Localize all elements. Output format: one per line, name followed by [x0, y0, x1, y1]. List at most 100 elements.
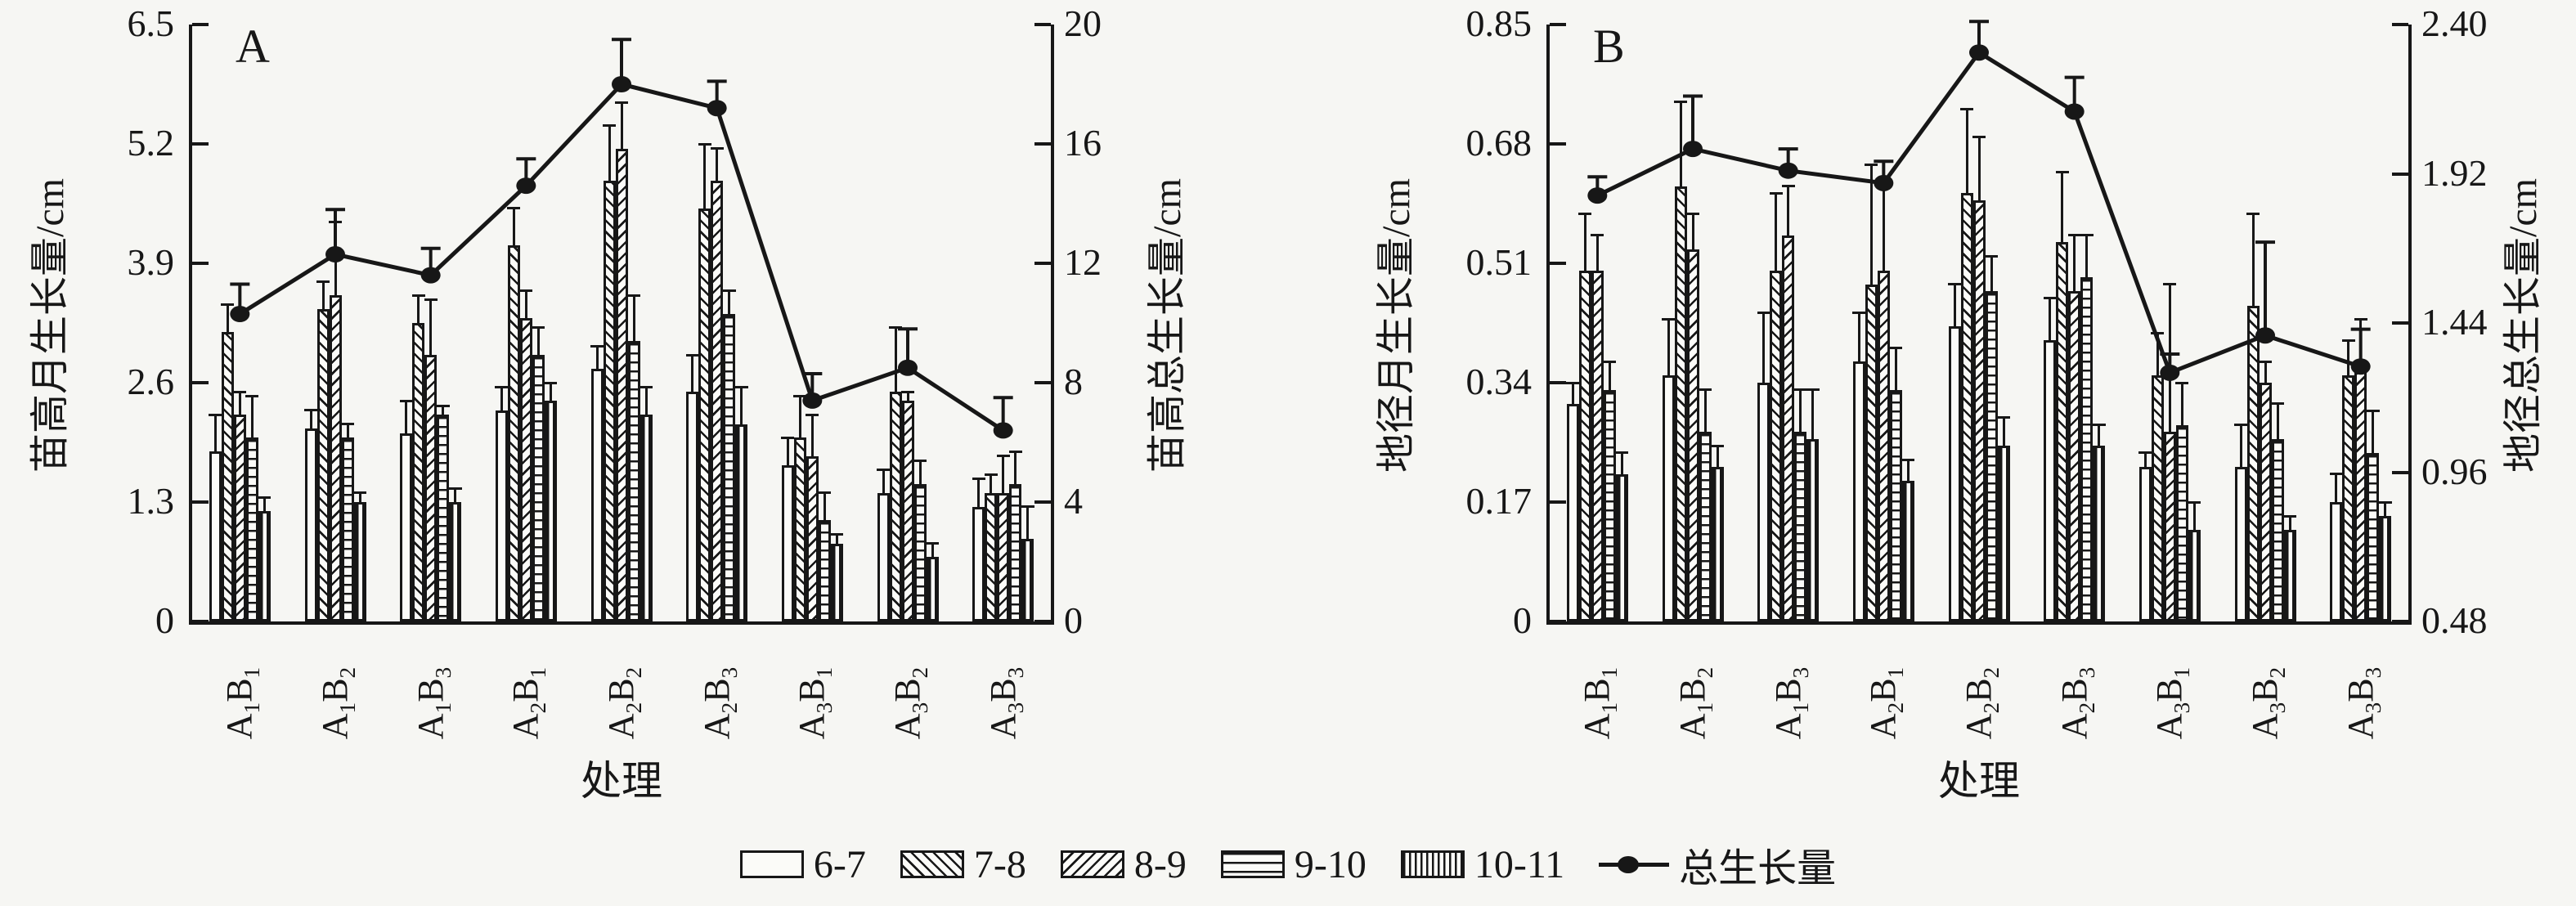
error-bar-stem [2264, 361, 2267, 383]
panel-A-left-tick [192, 620, 209, 623]
error-bar-stem [1990, 256, 1993, 292]
error-bar-stem [2335, 473, 2338, 502]
panel-A-right-tick-label: 4 [1064, 480, 1083, 522]
panel-B-left-tick-label: 0.34 [1465, 361, 1533, 402]
error-bar-cap [1603, 360, 1617, 363]
error-bar-cap [627, 294, 640, 297]
error-bar-cap [544, 381, 558, 384]
legend-item-10-11: 10-11 [1400, 842, 1564, 887]
legend-label: 8-9 [1133, 842, 1187, 886]
error-bar-cap [341, 423, 354, 426]
error-bar-cap [2138, 451, 2152, 455]
error-bar-stem [321, 281, 325, 310]
error-bar-stem [1857, 312, 1860, 362]
bar-8-9-A1B1 [1591, 270, 1604, 621]
bar-6-7-A3B1 [781, 465, 794, 621]
error-bar-stem [2002, 417, 2005, 446]
error-bar-cap [304, 409, 317, 412]
error-bar-stem [238, 392, 241, 415]
category-label-A3B3: A3B3 [2340, 666, 2385, 740]
bar-9-10-A2B1 [532, 355, 545, 621]
data-point-A2B3 [2064, 103, 2085, 120]
error-bar-cap [209, 413, 222, 416]
data-point-A2B1 [516, 177, 536, 195]
bar-10-11-A1B1 [258, 511, 271, 621]
error-bar-stem [429, 299, 433, 356]
category-label-A1B3: A1B3 [410, 666, 456, 740]
data-point-A3B2 [898, 359, 918, 376]
error-bar-cap [1578, 213, 1592, 216]
data-point-A1B3 [1778, 162, 1798, 179]
bar-7-8-A2B3 [2056, 242, 2069, 621]
panel-a-right-axis-title: 苗高总生长量/cm [1146, 178, 1189, 473]
bar-9-10-A1B1 [245, 437, 258, 621]
error-bar-stem [2276, 403, 2279, 439]
bar-9-10-A3B3 [2367, 452, 2380, 621]
error-bar-cap [2271, 402, 2284, 406]
data-point-A2B2 [612, 76, 631, 92]
data-point-A1B1 [1587, 187, 1608, 204]
error-bar-cap [1757, 311, 1770, 314]
error-bar-cap [2092, 424, 2106, 427]
bar-9-10-A1B3 [1794, 432, 1807, 621]
category-label-A2B2: A2B2 [1959, 666, 2004, 740]
error-bar-stem [595, 346, 599, 370]
panel-B-right-tick-label: 1.44 [2421, 301, 2488, 343]
error-bar-cap [1889, 346, 1903, 349]
error-bar-stem [2156, 333, 2159, 376]
error-bar-stem [620, 102, 623, 149]
error-bar-cap [1662, 318, 1675, 321]
error-bar-cap [2366, 409, 2380, 412]
panel-B-left-tick [1550, 23, 1566, 26]
error-bar-cap [615, 101, 628, 104]
panel-b-left-axis-title: 地径月生长量/cm [1375, 178, 1418, 473]
bar-8-9-A2B3 [711, 180, 724, 621]
bar-7-8-A3B2 [2246, 305, 2260, 621]
error-bar-cap [1008, 450, 1022, 453]
error-bar-stem [2085, 235, 2089, 278]
error-bar-stem [2061, 172, 2064, 243]
error-bar-cap [1901, 458, 1915, 461]
panel-B-left-tick-label: 0.17 [1465, 480, 1533, 522]
error-bar-stem [2192, 502, 2196, 531]
error-bar-stem [405, 401, 408, 433]
bar-9-10-A2B2 [627, 341, 640, 621]
error-bar-cap [2259, 360, 2272, 363]
category-label-A1B2: A1B2 [315, 666, 360, 740]
error-bar-cap [2234, 424, 2247, 427]
bar-6-7-A2B2 [590, 369, 604, 621]
error-bar-cap [1781, 185, 1795, 188]
panel-A-right-tick [1034, 500, 1051, 504]
panel-A-left-axis [189, 25, 192, 625]
panel-A-left-tick [192, 142, 209, 146]
bar-9-10-A3B2 [2271, 438, 2284, 621]
bar-9-10-A1B2 [1699, 432, 1712, 621]
bar-10-11-A1B1 [1615, 473, 1628, 621]
error-bar-cap [685, 353, 699, 357]
bar-10-11-A1B3 [449, 502, 462, 621]
error-bar-stem [549, 383, 552, 401]
panel-B-right-tick-label: 0.96 [2421, 450, 2488, 492]
legend-label: 6-7 [813, 842, 866, 886]
error-bar-cap [972, 478, 985, 481]
bar-6-7-A3B1 [2138, 467, 2152, 621]
error-bar-cap [448, 487, 462, 490]
panel-A-left-tick-label: 1.3 [127, 480, 175, 522]
legend-item-9-10: 9-10 [1220, 842, 1367, 887]
bar-6-7-A3B2 [2234, 467, 2247, 621]
error-bar-stem [691, 355, 694, 392]
legend-label: 9-10 [1294, 842, 1367, 886]
panel-B-left-tick-label: 0.68 [1465, 122, 1533, 164]
panel-b-letter: B [1593, 20, 1625, 73]
data-point-A3B3 [2350, 358, 2371, 375]
bar-10-11-A3B3 [2379, 516, 2392, 621]
error-bar-stem [309, 410, 312, 429]
panel-A-right-tick-label: 0 [1064, 599, 1083, 641]
error-bar-stem [1679, 101, 1682, 186]
bar-8-9-A2B2 [1972, 200, 1986, 621]
bar-10-11-A1B3 [1806, 438, 1820, 621]
legend-swatch-diagonal-backslash [900, 850, 964, 878]
bar-8-9-A3B2 [901, 401, 914, 621]
error-bar-stem [263, 497, 266, 512]
error-bar-cap [2080, 234, 2094, 237]
